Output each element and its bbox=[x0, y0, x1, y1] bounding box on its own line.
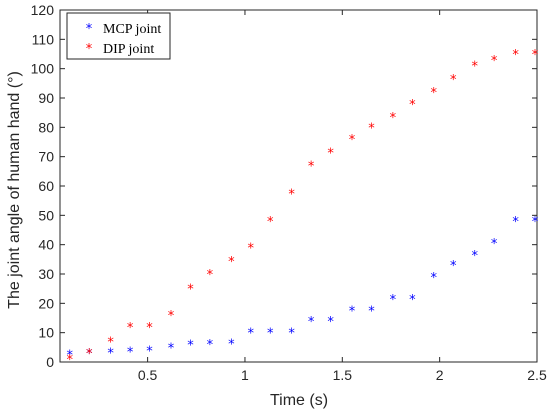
x-axis-title: Time (s) bbox=[270, 392, 328, 409]
data-point-mcp-joint: * bbox=[267, 327, 274, 342]
x-axis-ticks: 0.5 1 1.5 2 2.5 bbox=[138, 10, 547, 383]
data-point-mcp-joint: * bbox=[368, 305, 375, 320]
legend-marker: * bbox=[86, 22, 93, 37]
legend-box bbox=[66, 12, 171, 60]
legend-marker: * bbox=[86, 42, 93, 57]
data-point-mcp-joint: * bbox=[491, 237, 498, 252]
data-point-mcp-joint: * bbox=[207, 338, 214, 353]
legend: * MCP joint * DIP joint bbox=[66, 12, 171, 60]
data-point-dip-joint: * bbox=[532, 48, 539, 63]
data-point-dip-joint: * bbox=[327, 146, 334, 161]
data-point-mcp-joint: * bbox=[308, 315, 315, 330]
data-point-dip-joint: * bbox=[168, 309, 175, 324]
data-point-dip-joint: * bbox=[107, 335, 114, 350]
data-point-mcp-joint: * bbox=[431, 271, 438, 286]
x-tick-label: 1 bbox=[241, 367, 249, 383]
data-point-dip-joint: * bbox=[288, 187, 295, 202]
data-point-mcp-joint: * bbox=[327, 315, 334, 330]
y-tick-label: 30 bbox=[38, 266, 54, 282]
y-tick-label: 120 bbox=[31, 2, 55, 18]
y-tick-label: 90 bbox=[38, 90, 54, 106]
data-point-dip-joint: * bbox=[308, 159, 315, 174]
y-tick-label: 10 bbox=[38, 325, 54, 341]
data-point-mcp-joint: * bbox=[66, 349, 73, 364]
y-tick-label: 100 bbox=[31, 61, 55, 77]
x-tick-label: 0.5 bbox=[138, 367, 158, 383]
data-point-mcp-joint: * bbox=[288, 327, 295, 342]
data-point-dip-joint: * bbox=[86, 347, 93, 362]
data-points: * * * * * * * * * * * * * * * * * * * * * * * * * * * * * * * * * * * * * * * *… bbox=[66, 48, 538, 368]
data-point-mcp-joint: * bbox=[471, 249, 478, 264]
data-point-mcp-joint: * bbox=[168, 341, 175, 356]
data-point-dip-joint: * bbox=[390, 111, 397, 126]
data-point-dip-joint: * bbox=[431, 86, 438, 101]
data-point-dip-joint: * bbox=[228, 255, 235, 270]
data-point-mcp-joint: * bbox=[532, 215, 539, 230]
x-tick-label: 2.5 bbox=[527, 367, 547, 383]
data-point-dip-joint: * bbox=[127, 321, 134, 336]
y-tick-label: 110 bbox=[32, 31, 55, 47]
data-point-mcp-joint: * bbox=[450, 259, 457, 274]
data-point-dip-joint: * bbox=[187, 283, 194, 298]
y-tick-label: 50 bbox=[38, 207, 54, 223]
y-tick-label: 0 bbox=[46, 354, 54, 370]
x-tick-label: 1.5 bbox=[333, 367, 353, 383]
data-point-mcp-joint: * bbox=[146, 344, 153, 359]
data-point-dip-joint: * bbox=[512, 48, 519, 63]
data-point-dip-joint: * bbox=[146, 321, 153, 336]
data-point-mcp-joint: * bbox=[187, 338, 194, 353]
data-point-dip-joint: * bbox=[349, 133, 356, 148]
y-tick-label: 60 bbox=[38, 178, 54, 194]
x-tick-label: 2 bbox=[436, 367, 444, 383]
data-point-dip-joint: * bbox=[450, 73, 457, 88]
y-tick-label: 40 bbox=[38, 237, 54, 253]
data-point-mcp-joint: * bbox=[409, 293, 416, 308]
data-point-dip-joint: * bbox=[207, 268, 214, 283]
data-point-mcp-joint: * bbox=[228, 338, 235, 353]
data-point-dip-joint: * bbox=[248, 242, 255, 257]
data-point-mcp-joint: * bbox=[107, 347, 114, 362]
data-point-dip-joint: * bbox=[409, 98, 416, 113]
data-point-mcp-joint: * bbox=[86, 347, 93, 362]
y-tick-label: 80 bbox=[38, 119, 54, 135]
data-point-dip-joint: * bbox=[66, 353, 73, 368]
data-point-dip-joint: * bbox=[491, 54, 498, 69]
data-point-mcp-joint: * bbox=[127, 346, 134, 361]
data-point-mcp-joint: * bbox=[390, 293, 397, 308]
data-point-dip-joint: * bbox=[368, 121, 375, 136]
y-axis-title: The joint angle of human hand (°) bbox=[6, 71, 23, 309]
data-point-mcp-joint: * bbox=[248, 327, 255, 342]
y-axis-ticks: 0 10 20 30 40 50 60 70 80 90 100 110 120 bbox=[31, 2, 537, 370]
legend-label: MCP joint bbox=[103, 22, 161, 37]
data-point-mcp-joint: * bbox=[349, 305, 356, 320]
y-tick-label: 20 bbox=[38, 295, 54, 311]
data-point-mcp-joint: * bbox=[512, 215, 519, 230]
data-point-dip-joint: * bbox=[471, 60, 478, 75]
data-point-dip-joint: * bbox=[267, 215, 274, 230]
y-tick-label: 70 bbox=[38, 149, 54, 165]
legend-label: DIP joint bbox=[103, 42, 154, 57]
